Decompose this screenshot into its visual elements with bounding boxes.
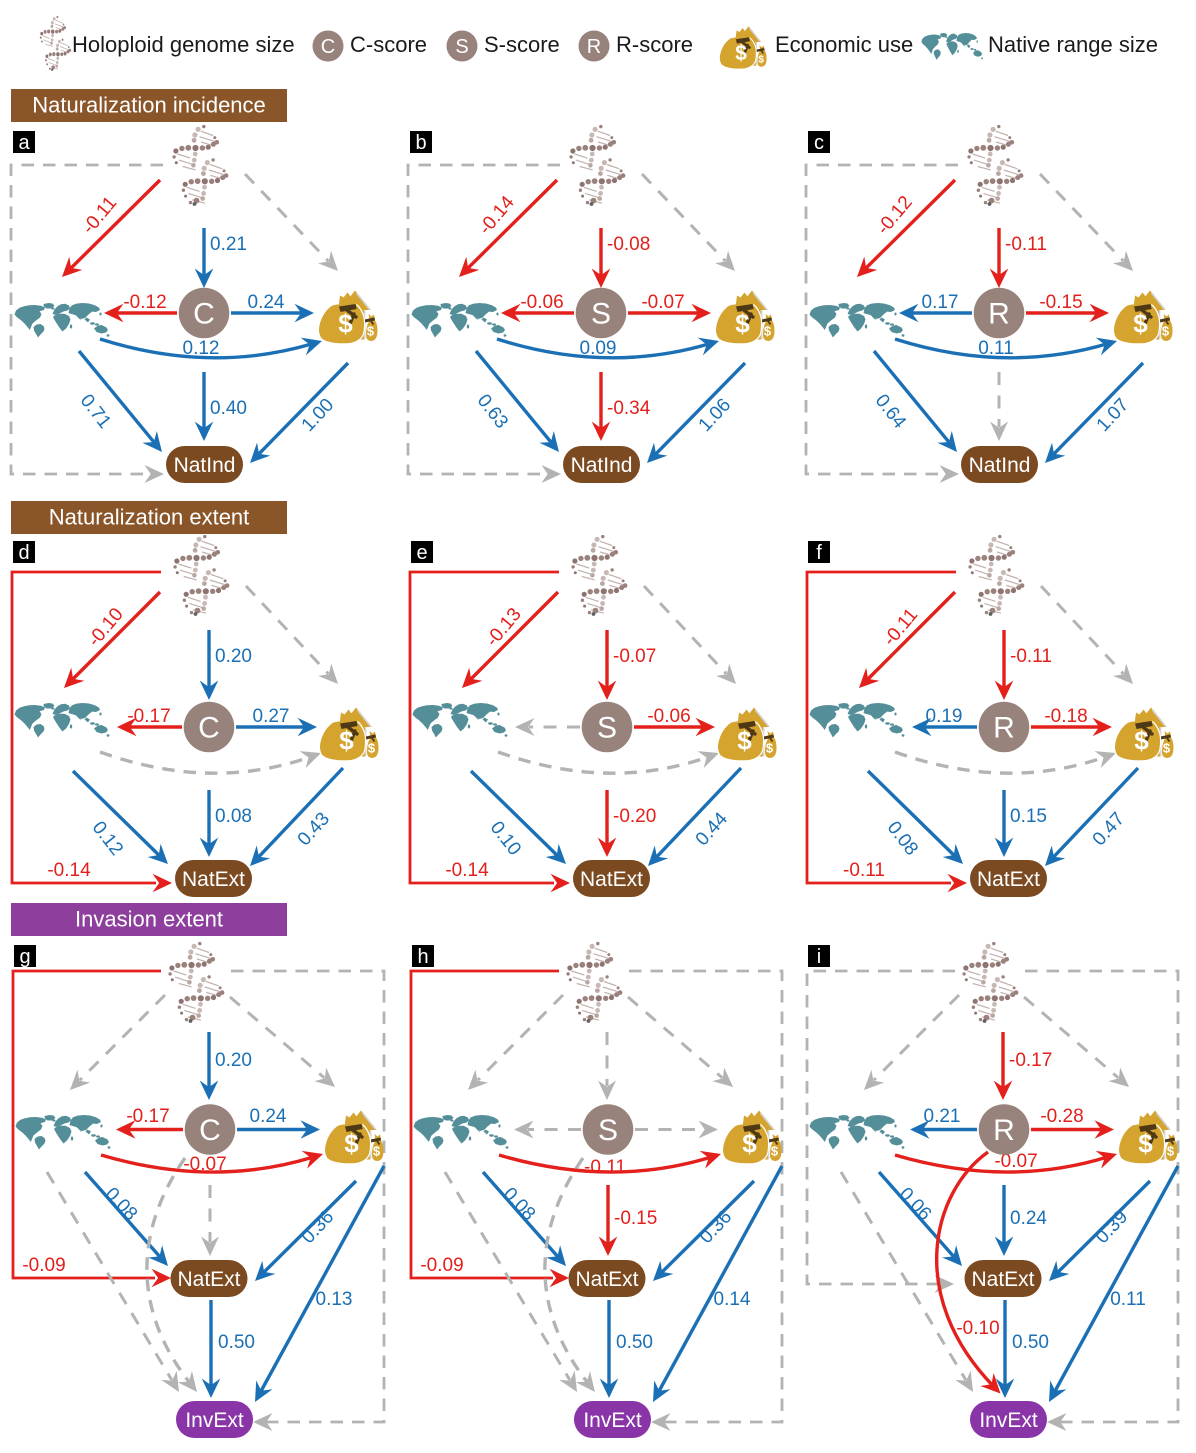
svg-text:0.08: 0.08	[215, 806, 252, 827]
svg-text:0.50: 0.50	[218, 1332, 255, 1353]
svg-text:-0.06: -0.06	[520, 292, 563, 313]
svg-text:-0.11: -0.11	[584, 1157, 626, 1178]
svg-text:InvExt: InvExt	[185, 1409, 244, 1432]
svg-text:0.19: 0.19	[926, 706, 963, 727]
svg-text:0.17: 0.17	[922, 292, 959, 313]
svg-text:0.24: 0.24	[250, 1106, 287, 1127]
svg-text:-0.15: -0.15	[614, 1208, 657, 1229]
svg-text:-0.09: -0.09	[22, 1255, 65, 1276]
svg-text:C: C	[199, 1114, 221, 1147]
svg-text:f: f	[816, 542, 822, 564]
svg-text:0.27: 0.27	[253, 706, 290, 727]
svg-text:0.20: 0.20	[215, 1050, 252, 1071]
svg-text:0.09: 0.09	[580, 338, 617, 359]
svg-text:0.15: 0.15	[1010, 806, 1047, 827]
svg-text:0.50: 0.50	[616, 1332, 653, 1353]
svg-text:0.13: 0.13	[316, 1289, 353, 1310]
svg-text:NatInd: NatInd	[174, 454, 236, 477]
svg-text:S: S	[597, 712, 617, 745]
svg-text:R: R	[988, 298, 1010, 331]
svg-text:-0.12: -0.12	[123, 292, 166, 313]
svg-text:-0.11: -0.11	[843, 860, 885, 881]
svg-text:-0.07: -0.07	[641, 292, 684, 313]
svg-text:0.11: 0.11	[978, 338, 1014, 359]
svg-text:Naturalization extent: Naturalization extent	[49, 505, 250, 530]
svg-text:-0.11: -0.11	[1010, 646, 1052, 667]
svg-text:-0.06: -0.06	[647, 706, 690, 727]
svg-text:R: R	[587, 36, 601, 58]
svg-text:-0.14: -0.14	[47, 860, 91, 881]
svg-text:InvExt: InvExt	[583, 1409, 642, 1432]
svg-text:-0.17: -0.17	[1009, 1050, 1052, 1071]
svg-text:S: S	[455, 36, 468, 58]
svg-text:-0.07: -0.07	[613, 646, 656, 667]
svg-text:0.20: 0.20	[215, 646, 252, 667]
svg-text:0.21: 0.21	[924, 1106, 961, 1127]
svg-text:-0.07: -0.07	[994, 1151, 1037, 1172]
svg-text:-0.20: -0.20	[613, 806, 656, 827]
svg-text:-0.11: -0.11	[1005, 234, 1047, 255]
svg-text:C: C	[193, 298, 215, 331]
svg-text:NatExt: NatExt	[575, 1268, 638, 1291]
svg-text:-0.14: -0.14	[445, 860, 489, 881]
svg-text:Native range size: Native range size	[988, 32, 1158, 57]
svg-text:-0.34: -0.34	[607, 398, 651, 419]
svg-text:NatExt: NatExt	[971, 1268, 1034, 1291]
svg-text:S-score: S-score	[484, 32, 560, 57]
svg-text:-0.15: -0.15	[1039, 292, 1082, 313]
svg-text:S: S	[598, 1114, 618, 1147]
svg-text:c: c	[814, 132, 824, 154]
svg-text:0.24: 0.24	[248, 292, 285, 313]
svg-text:Invasion extent: Invasion extent	[75, 907, 223, 932]
svg-text:NatInd: NatInd	[969, 454, 1031, 477]
svg-text:-0.18: -0.18	[1044, 706, 1087, 727]
svg-text:0.40: 0.40	[210, 398, 247, 419]
svg-text:0.12: 0.12	[183, 338, 220, 359]
svg-text:NatExt: NatExt	[580, 868, 643, 891]
svg-text:h: h	[417, 946, 428, 968]
svg-text:g: g	[19, 946, 30, 968]
svg-text:-0.09: -0.09	[420, 1255, 463, 1276]
svg-text:NatExt: NatExt	[182, 868, 245, 891]
svg-text:0.11: 0.11	[1110, 1289, 1146, 1310]
svg-text:R: R	[993, 1114, 1015, 1147]
svg-text:NatInd: NatInd	[571, 454, 633, 477]
svg-text:d: d	[18, 542, 29, 564]
svg-text:Holoploid genome size: Holoploid genome size	[72, 32, 295, 57]
svg-text:R: R	[993, 712, 1015, 745]
svg-text:e: e	[416, 542, 427, 564]
svg-text:0.50: 0.50	[1012, 1332, 1049, 1353]
svg-text:0.21: 0.21	[210, 234, 247, 255]
svg-text:C: C	[321, 36, 335, 58]
svg-text:-0.10: -0.10	[956, 1318, 999, 1339]
svg-text:-0.28: -0.28	[1040, 1106, 1083, 1127]
svg-text:NatExt: NatExt	[177, 1268, 240, 1291]
svg-text:-0.08: -0.08	[607, 234, 650, 255]
svg-text:0.24: 0.24	[1010, 1208, 1047, 1229]
svg-text:NatExt: NatExt	[977, 868, 1040, 891]
svg-text:b: b	[415, 132, 426, 154]
svg-text:InvExt: InvExt	[979, 1409, 1038, 1432]
svg-text:R-score: R-score	[616, 32, 693, 57]
svg-text:a: a	[18, 132, 30, 154]
svg-text:-0.07: -0.07	[183, 1154, 226, 1175]
svg-text:-0.17: -0.17	[126, 1106, 169, 1127]
svg-text:C-score: C-score	[350, 32, 427, 57]
svg-text:Naturalization incidence: Naturalization incidence	[32, 93, 266, 118]
svg-text:0.14: 0.14	[714, 1289, 751, 1310]
svg-text:Economic use: Economic use	[775, 32, 913, 57]
svg-text:S: S	[591, 298, 611, 331]
svg-text:-0.17: -0.17	[127, 706, 170, 727]
svg-text:C: C	[198, 712, 220, 745]
svg-text:i: i	[817, 946, 821, 968]
